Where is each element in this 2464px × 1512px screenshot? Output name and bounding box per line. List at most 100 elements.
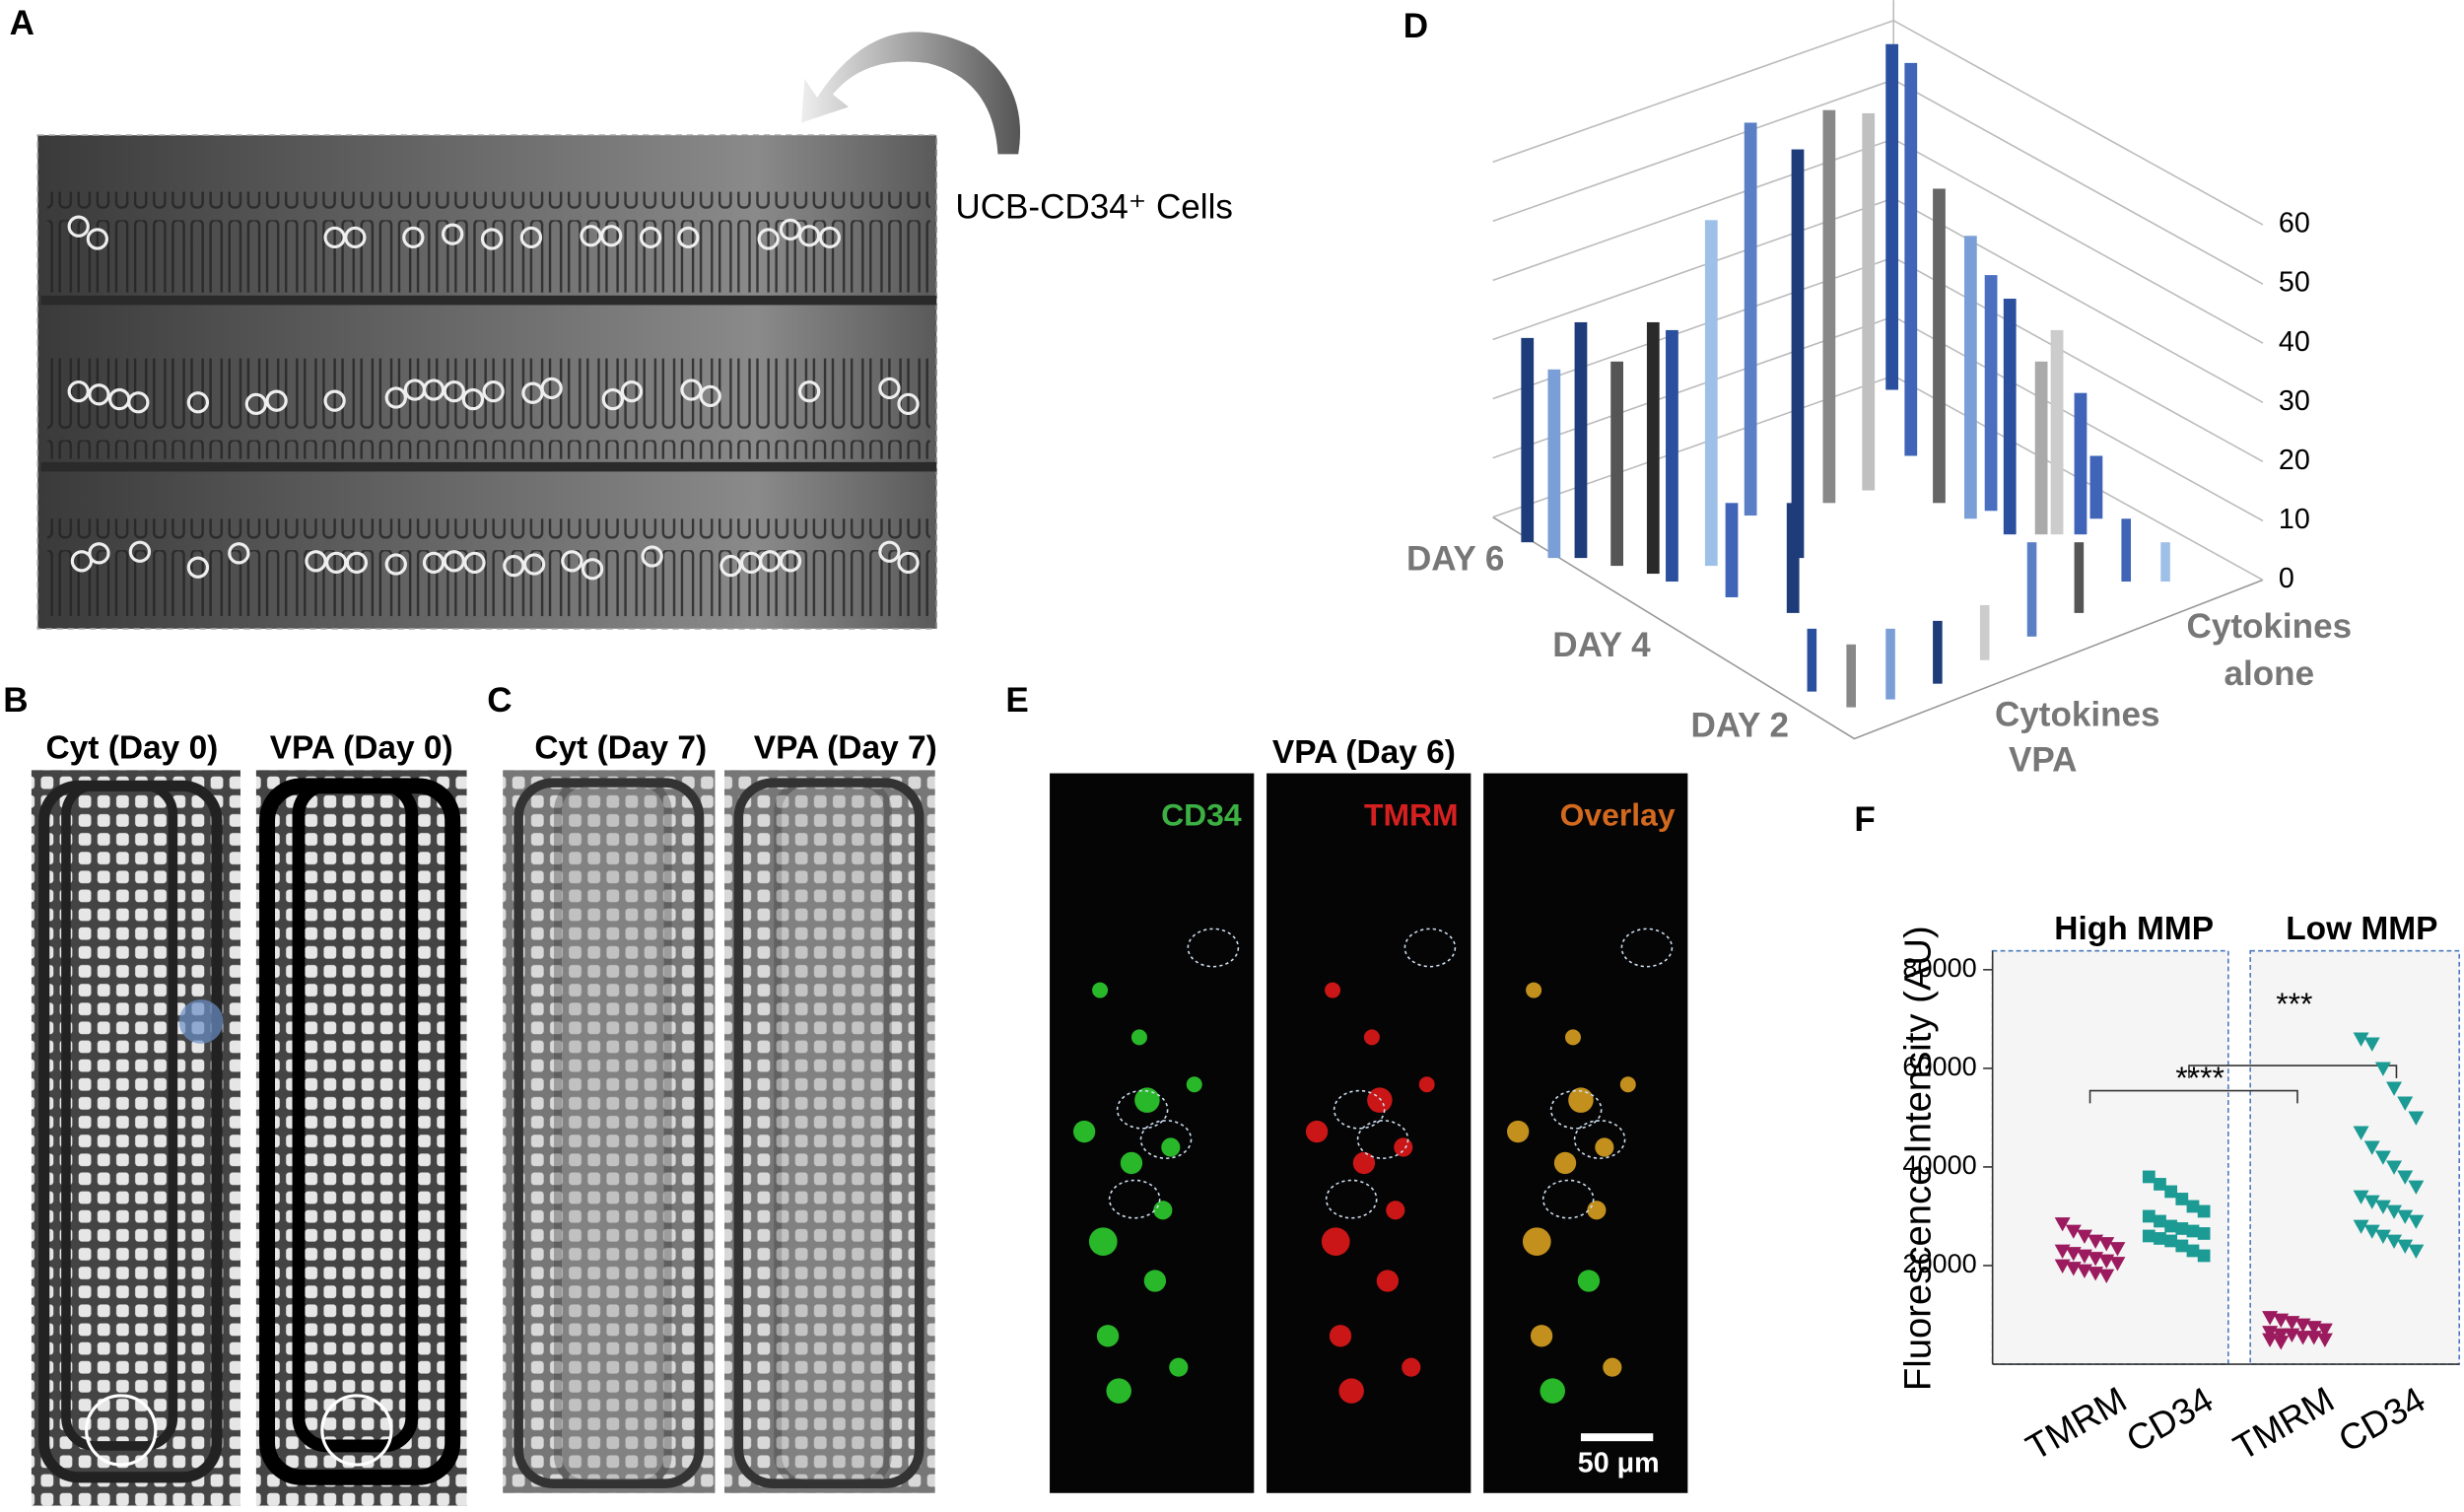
- data-point: [2374, 1062, 2391, 1076]
- axis-label: Cytokines: [2187, 607, 2353, 646]
- z-tick-label: 60: [2279, 208, 2310, 240]
- data-point: [2164, 1185, 2178, 1199]
- cell: [1143, 1270, 1167, 1292]
- cell: [1134, 1087, 1160, 1113]
- axis-label: DAY 4: [1552, 626, 1651, 664]
- cell: [1603, 1357, 1622, 1377]
- data-point: [2363, 1224, 2380, 1239]
- group-label: Low MMP: [2286, 911, 2437, 947]
- x-tick-label: CD34: [2119, 1379, 2220, 1460]
- significance: ****: [2175, 1060, 2224, 1095]
- channel-label: Overlay: [1560, 797, 1676, 833]
- micrograph: [31, 770, 467, 1506]
- cell: [1565, 1029, 1581, 1046]
- cell-outline: [1325, 1179, 1378, 1219]
- data-point: [2363, 1037, 2380, 1052]
- data-point: [2374, 1150, 2391, 1165]
- data-point: [2316, 1333, 2333, 1347]
- cell-outline: [1549, 1089, 1603, 1130]
- data-point: [2186, 1224, 2200, 1238]
- cell: [1072, 1120, 1096, 1143]
- cell: [1120, 1151, 1143, 1175]
- data-point: [2353, 1219, 2369, 1234]
- data-point: [2154, 1214, 2166, 1228]
- cell: [1394, 1137, 1413, 1157]
- data-point: [2374, 1229, 2391, 1244]
- data-point: [2164, 1234, 2178, 1248]
- x-tick-label: TMRM: [2019, 1379, 2134, 1468]
- cell: [1106, 1378, 1131, 1404]
- cell: [1595, 1137, 1614, 1157]
- cell: [1169, 1357, 1189, 1377]
- microfluidic-image: [36, 134, 938, 630]
- cell: [1186, 1076, 1202, 1093]
- grid-line: [1492, 197, 2264, 403]
- data-point: [2353, 1126, 2369, 1140]
- cell: [1418, 1076, 1435, 1093]
- axis-label: DAY 2: [1691, 707, 1789, 745]
- cell: [1367, 1087, 1393, 1113]
- z-tick-label: 0: [2279, 563, 2294, 594]
- data-point: [2408, 1111, 2425, 1126]
- panel-label: C: [487, 681, 512, 720]
- grid-line: [1492, 138, 2264, 344]
- axis-label: DAY 6: [1406, 540, 1504, 579]
- cell: [1386, 1201, 1405, 1220]
- cell: [1325, 982, 1341, 998]
- annotation: UCB-CD34⁺ Cells: [955, 187, 1233, 226]
- z-tick-label: 20: [2279, 445, 2310, 476]
- group-label: High MMP: [2054, 911, 2214, 947]
- data-point: [2294, 1331, 2311, 1345]
- data-point: [2175, 1222, 2189, 1235]
- data-point: [2109, 1257, 2126, 1271]
- image-title: Cyt (Day 7): [534, 729, 707, 766]
- data-point: [2175, 1193, 2189, 1205]
- data-point: [2142, 1209, 2156, 1223]
- cell: [1402, 1357, 1421, 1377]
- axis-label: Cytokines: [1995, 695, 2160, 733]
- cell: [1153, 1201, 1173, 1220]
- z-tick-label: 50: [2279, 267, 2310, 299]
- data-point: [2363, 1195, 2380, 1209]
- data-point: [2374, 1200, 2391, 1214]
- significance: ***: [2276, 986, 2312, 1021]
- scale-bar: [1580, 1433, 1654, 1442]
- cell: [1352, 1151, 1376, 1175]
- data-point: [2397, 1239, 2414, 1254]
- cell-outline: [1620, 928, 1674, 968]
- cell: [1088, 1227, 1118, 1257]
- y-axis-label: Fluorescence Intensity (AU): [1896, 926, 1939, 1391]
- cell: [1540, 1378, 1566, 1404]
- data-point: [2142, 1229, 2156, 1243]
- data-point: [2386, 1160, 2403, 1175]
- panel-label: E: [1005, 681, 1028, 720]
- panel-label: F: [1854, 800, 1875, 839]
- cell: [1507, 1120, 1530, 1143]
- cell: [1161, 1137, 1181, 1157]
- panel-label: A: [10, 4, 34, 42]
- image-title: VPA (Day 6): [1272, 734, 1456, 771]
- cell: [1587, 1201, 1607, 1220]
- grid-line: [1492, 315, 2264, 522]
- x-tick-label: TMRM: [2226, 1379, 2341, 1468]
- data-point: [2186, 1200, 2200, 1213]
- z-tick-label: 10: [2279, 504, 2310, 535]
- cell: [1329, 1325, 1352, 1347]
- cell-outline: [1573, 1120, 1626, 1159]
- image-panel: [1266, 773, 1472, 1493]
- data-point: [2273, 1336, 2290, 1350]
- cell: [1092, 982, 1109, 998]
- data-point: [2397, 1209, 2414, 1224]
- data-point: [2408, 1180, 2425, 1195]
- cell-outline: [1108, 1179, 1161, 1219]
- data-point: [2316, 1323, 2333, 1338]
- data-point: [2197, 1249, 2211, 1263]
- cell: [1338, 1378, 1364, 1404]
- cell-outline: [1116, 1089, 1169, 1130]
- scale-bar-label: 50 μm: [1578, 1448, 1660, 1479]
- data-point: [2386, 1234, 2403, 1249]
- data-point: [2154, 1232, 2166, 1245]
- y-tick-label: 40000: [1902, 1149, 1976, 1180]
- data-point: [2397, 1096, 2414, 1111]
- cell: [1568, 1087, 1594, 1113]
